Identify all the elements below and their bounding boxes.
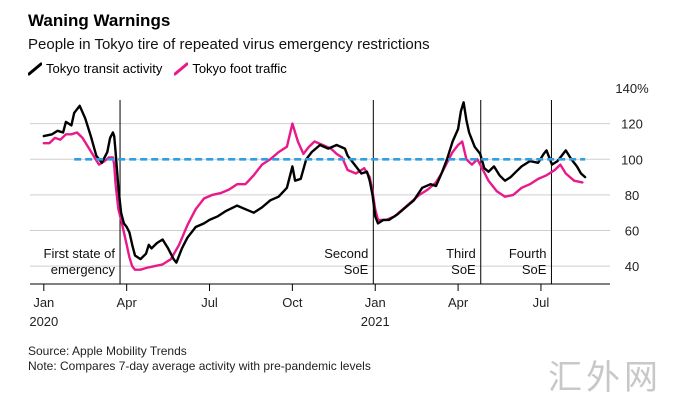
event-label-2-1: SoE [451,262,476,277]
x-tick-label-4: Jan [365,295,386,310]
legend-item-transit: Tokyo transit activity [28,61,162,76]
note-text: Note: Compares 7-day average activity wi… [28,359,371,373]
y-tick-label-100: 100 [621,152,643,167]
x-tick-label-2: Jul [201,295,218,310]
event-label-0-1: emergency [51,262,116,277]
x-year-label-0: 2020 [29,314,58,329]
series-line-foot [42,122,584,271]
x-year-label-4: 2021 [361,314,390,329]
x-tick-label-3: Oct [282,295,303,310]
series-line-transit [42,101,587,264]
x-tick-label-0: Jan [33,295,54,310]
x-tick-label-5: Apr [448,295,469,310]
event-label-1-0: Second [324,246,368,261]
legend-label-foot: Tokyo foot traffic [192,61,287,76]
event-label-3-1: SoE [522,262,547,277]
legend: Tokyo transit activity Tokyo foot traffi… [28,61,287,76]
legend-label-transit: Tokyo transit activity [46,61,163,76]
event-label-3-0: Fourth [509,246,547,261]
event-label-0-0: First state of [44,246,116,261]
x-tick-label-6: Jul [533,295,550,310]
x-tick-label-1: Apr [117,295,138,310]
source-block: Source: Apple Mobility Trends Note: Comp… [28,344,371,374]
y-tick-label-140: 140% [615,81,649,96]
source-text: Source: Apple Mobility Trends [28,344,187,358]
event-label-2-0: Third [446,246,476,261]
legend-swatch-foot [174,62,189,75]
event-label-1-1: SoE [344,262,369,277]
chart-subtitle: People in Tokyo tire of repeated virus e… [28,36,430,53]
y-tick-label-120: 120 [621,117,643,132]
y-tick-label-40: 40 [625,259,639,274]
chart-title: Waning Warnings [28,11,171,30]
watermark: 汇外网 [548,358,662,398]
legend-item-foot: Tokyo foot traffic [174,61,287,76]
y-tick-label-60: 60 [625,224,639,239]
y-tick-label-80: 80 [625,188,639,203]
legend-swatch-transit [28,62,42,75]
